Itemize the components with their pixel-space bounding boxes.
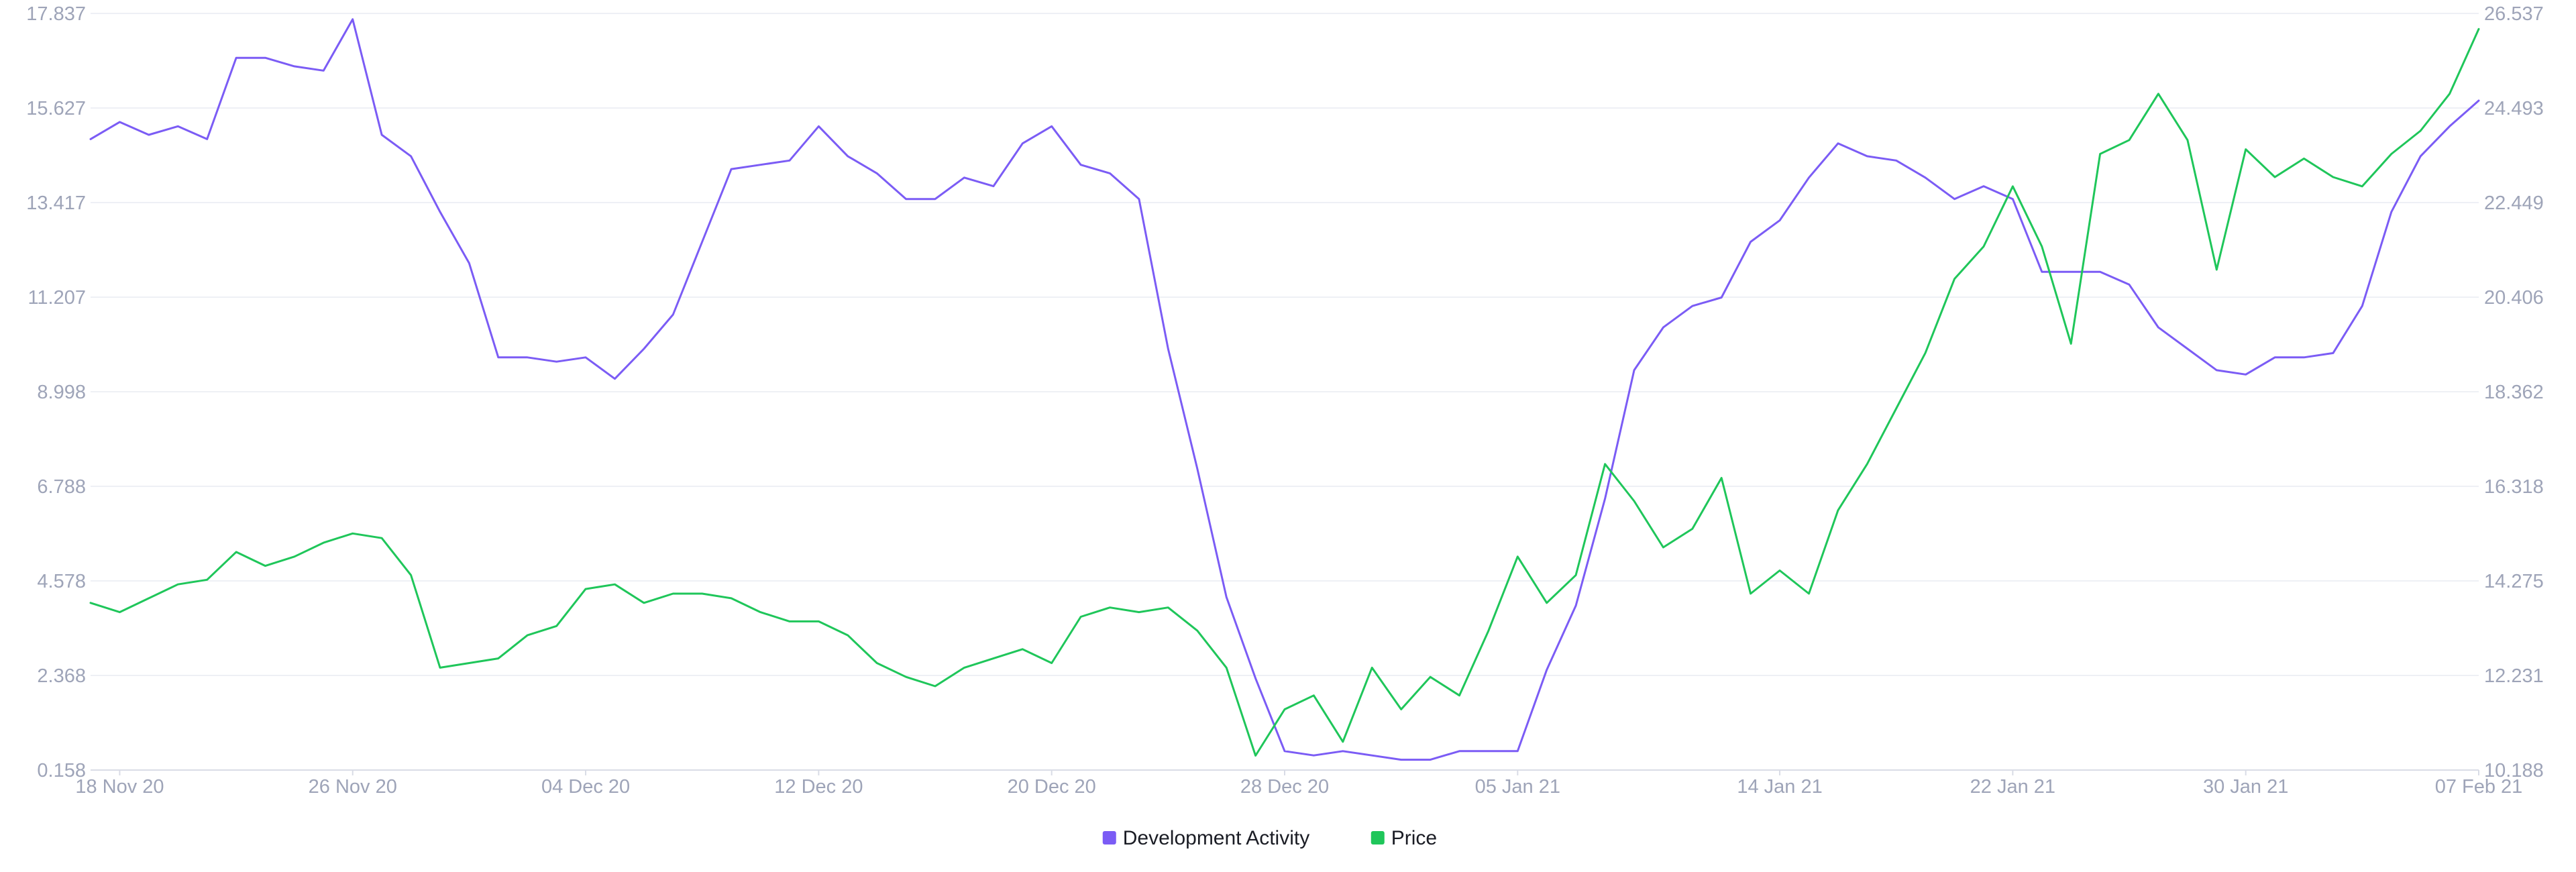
right-axis-ticks: 10.188 12.231 14.275 16.318 18.362 20.406 22.4… (2484, 3, 2544, 781)
x-axis-ticks: 18 Nov 20 26 Nov 20 04 Dec 20 12 Dec 20 20 D… (75, 770, 2522, 798)
right-axis-tick-label: 12.231 (2484, 665, 2544, 687)
legend-label: Development Activity (1123, 827, 1309, 849)
x-axis-tick-label: 26 Nov 20 (309, 776, 397, 798)
legend-swatch (1102, 831, 1116, 844)
legend-swatch (1371, 831, 1385, 844)
right-axis-tick-label: 24.493 (2484, 98, 2544, 119)
x-axis-tick-label: 22 Jan 21 (1970, 776, 2055, 798)
left-axis-tick-label: 0.158 (37, 760, 86, 781)
x-axis-tick-label: 30 Jan 21 (2203, 776, 2288, 798)
left-axis-tick-label: 13.417 (26, 193, 86, 214)
grid-lines (91, 13, 2479, 771)
x-axis-tick-label: 20 Dec 20 (1008, 776, 1096, 798)
series-lines (89, 18, 2480, 761)
right-axis-tick-label: 10.188 (2484, 760, 2544, 781)
left-axis-tick-label: 2.368 (37, 665, 86, 687)
left-axis-tick-label: 4.578 (37, 571, 86, 592)
right-axis-tick-label: 20.406 (2484, 287, 2544, 309)
x-axis-tick-label: 07 Feb 21 (2435, 776, 2523, 798)
series-line-0 (89, 18, 2480, 761)
right-axis-tick-label: 14.275 (2484, 571, 2544, 592)
legend: Development Activity Price (1102, 827, 1437, 849)
left-axis-tick-label: 8.998 (37, 382, 86, 403)
legend-label: Price (1391, 827, 1437, 849)
left-axis-ticks: 0.158 2.368 4.578 6.788 8.998 11.207 13.417 15.… (26, 3, 86, 781)
right-axis-tick-label: 16.318 (2484, 476, 2544, 498)
x-axis-tick-label: 18 Nov 20 (75, 776, 164, 798)
x-axis-tick-label: 05 Jan 21 (1475, 776, 1560, 798)
x-axis-tick-label: 28 Dec 20 (1240, 776, 1329, 798)
x-axis-tick-label: 14 Jan 21 (1737, 776, 1822, 798)
x-axis-tick-label: 04 Dec 20 (541, 776, 630, 798)
right-axis-tick-label: 22.449 (2484, 193, 2544, 214)
left-axis-tick-label: 17.837 (26, 3, 86, 25)
left-axis-tick-label: 11.207 (28, 287, 86, 309)
series-line-1 (89, 28, 2480, 757)
x-axis-tick-label: 12 Dec 20 (774, 776, 863, 798)
right-axis-tick-label: 26.537 (2484, 3, 2544, 25)
right-axis-tick-label: 18.362 (2484, 382, 2544, 403)
left-axis-tick-label: 6.788 (37, 476, 86, 498)
left-axis-tick-label: 15.627 (26, 98, 86, 119)
